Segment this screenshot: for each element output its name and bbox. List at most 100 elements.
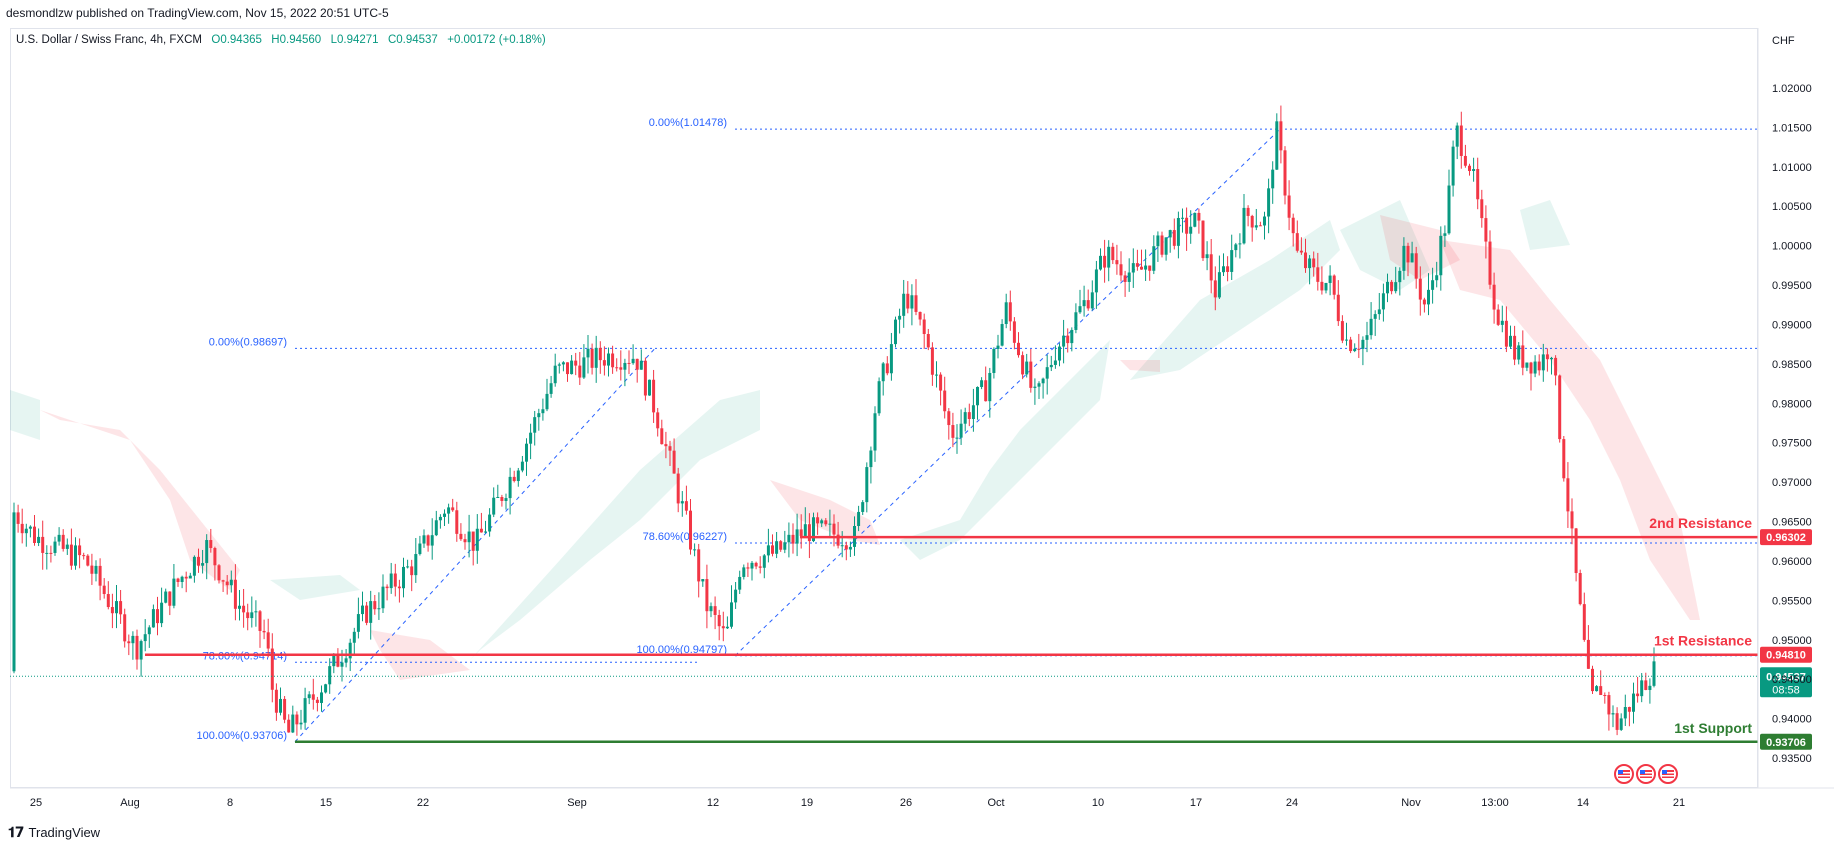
high-value: H0.94560 [271, 34, 322, 46]
time-tick-label: 25 [30, 797, 42, 809]
open-value: O0.94365 [211, 34, 262, 46]
candle [274, 683, 278, 721]
candle [447, 503, 451, 524]
cloud-segment [1440, 240, 1700, 620]
candle [1144, 249, 1148, 281]
candle [680, 491, 684, 517]
current-price-value: 0.94537 [1766, 671, 1806, 683]
candle [926, 328, 930, 351]
candle [123, 608, 127, 648]
candle [713, 596, 717, 630]
candle [1103, 239, 1107, 283]
candle [816, 512, 820, 535]
candle [611, 345, 615, 374]
candle [959, 409, 963, 445]
price-tick-label: 1.02000 [1772, 83, 1812, 95]
candle [935, 361, 938, 388]
level-price-tag [1760, 733, 1812, 750]
candle [623, 358, 627, 387]
candle [192, 555, 196, 583]
candle [1070, 327, 1074, 352]
candle [1402, 237, 1406, 280]
candle [250, 596, 254, 628]
candle [1279, 105, 1283, 164]
candle [1234, 242, 1238, 258]
candle [414, 538, 418, 583]
ichimoku-cloud [10, 200, 1700, 680]
candle [750, 561, 754, 581]
candle [1615, 707, 1619, 736]
candle [283, 696, 287, 724]
candle [455, 501, 459, 542]
price-tick-label: 0.99000 [1772, 319, 1812, 331]
candle [102, 578, 106, 599]
candle [1623, 694, 1627, 727]
fib-level-label: 0.00%(1.01478) [649, 117, 727, 129]
candle [369, 590, 373, 640]
candle [1017, 332, 1020, 358]
candle [49, 545, 53, 563]
candle [205, 534, 209, 580]
candle [582, 344, 586, 380]
candle [1443, 225, 1447, 247]
candle [922, 313, 926, 349]
price-tick-label: 0.96000 [1772, 556, 1812, 568]
candle [238, 590, 241, 621]
time-tick-label: 26 [900, 797, 912, 809]
economic-events[interactable] [1614, 764, 1678, 784]
candle [574, 352, 578, 376]
candle [1131, 248, 1135, 288]
candle [1037, 381, 1041, 399]
candle [799, 514, 803, 549]
candle [648, 379, 651, 396]
us-flag-event-icon[interactable] [1658, 764, 1678, 784]
candle [779, 540, 783, 552]
candle [697, 543, 701, 598]
candle [311, 678, 315, 710]
price-tick-label: 0.98500 [1772, 359, 1812, 371]
level-price-tag [1760, 646, 1812, 663]
candle [738, 570, 742, 594]
candle [676, 467, 680, 513]
candle [389, 562, 393, 594]
candle [795, 513, 799, 557]
low-value: L0.94271 [330, 34, 379, 46]
candle [57, 527, 61, 546]
candle [1152, 235, 1156, 275]
candle [1160, 231, 1164, 258]
candle [955, 424, 959, 454]
candle [1090, 280, 1094, 311]
candle [1004, 293, 1008, 329]
candle [836, 521, 840, 549]
candle [1336, 280, 1340, 326]
candle [1509, 325, 1512, 350]
candle [1431, 267, 1435, 304]
support-resistance-levels: 2nd Resistance 0.96302 1st Resistance 0.948… [10, 515, 1812, 750]
us-flag-event-icon[interactable] [1614, 764, 1634, 784]
candle [566, 362, 569, 382]
candle [1209, 239, 1213, 294]
candle [324, 683, 328, 694]
candle [1603, 692, 1607, 704]
candle [463, 533, 467, 550]
candle [1164, 237, 1168, 261]
candle [1349, 336, 1353, 354]
candle [1148, 265, 1152, 281]
us-flag-event-icon[interactable] [1636, 764, 1656, 784]
close-value: C0.94537 [387, 34, 438, 46]
footer-brand[interactable]: 𝟏𝟳 TradingView [8, 824, 100, 841]
candle [1181, 208, 1184, 233]
candle [791, 523, 795, 554]
candle [976, 386, 979, 420]
candle [1394, 266, 1398, 294]
candle [910, 284, 914, 326]
time-tick-label: 10 [1092, 797, 1104, 809]
candle [147, 625, 151, 648]
price-tick-label: 0.93500 [1772, 753, 1812, 765]
candle [385, 584, 389, 601]
time-tick-label: Nov [1401, 797, 1421, 809]
candle [1427, 273, 1430, 316]
candle [787, 522, 791, 558]
candle [643, 357, 647, 401]
